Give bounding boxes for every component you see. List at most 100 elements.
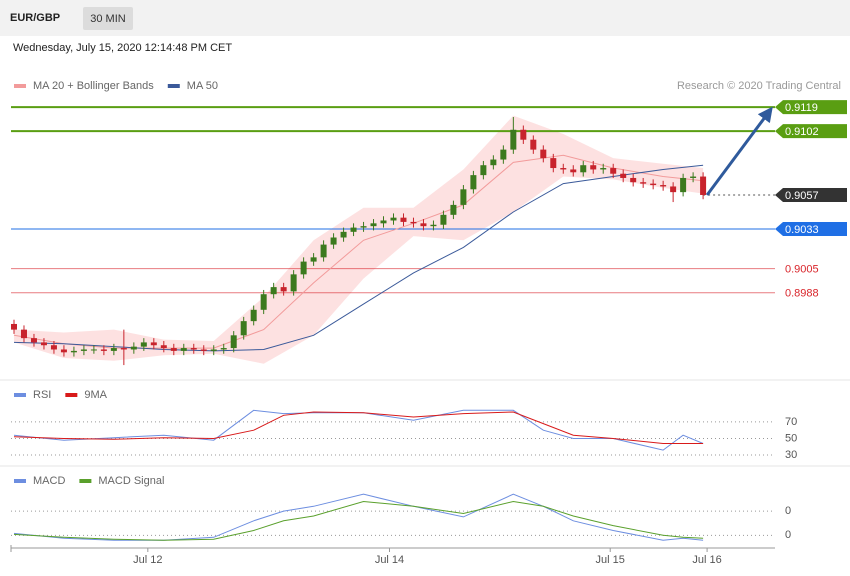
y-tick-label: 0 bbox=[785, 505, 791, 517]
candle-body bbox=[50, 345, 57, 350]
level-label: 0.8988 bbox=[785, 288, 819, 300]
forecast-arrow bbox=[705, 106, 773, 196]
candle-body bbox=[100, 349, 107, 351]
bollinger-band bbox=[14, 115, 704, 364]
candle-body bbox=[140, 342, 147, 347]
candle-body bbox=[540, 149, 547, 159]
legend-swatch bbox=[14, 84, 26, 88]
candle-body bbox=[230, 335, 237, 349]
candle-body bbox=[170, 348, 177, 351]
candle-body bbox=[150, 342, 157, 346]
candle-body bbox=[650, 183, 657, 186]
x-tick-label: Jul 14 bbox=[375, 554, 404, 566]
candle-body bbox=[380, 220, 387, 224]
legend-label: RSI bbox=[33, 389, 51, 401]
legend-label: MACD Signal bbox=[98, 475, 164, 487]
candle-body bbox=[520, 129, 527, 140]
level-label: 0.9119 bbox=[785, 102, 818, 114]
candle-body bbox=[560, 168, 567, 170]
candle-body bbox=[90, 349, 97, 351]
candle-body bbox=[360, 226, 367, 228]
candle-body bbox=[340, 231, 347, 238]
legend-swatch bbox=[14, 393, 26, 397]
candle-body bbox=[310, 257, 317, 262]
series-line bbox=[13, 411, 704, 444]
candle-body bbox=[420, 223, 427, 227]
candle-body bbox=[210, 349, 217, 351]
candle-body bbox=[390, 217, 397, 221]
candle-body bbox=[40, 342, 47, 346]
candle-body bbox=[300, 261, 307, 275]
candle-body bbox=[660, 185, 667, 187]
candle-body bbox=[120, 348, 127, 350]
candle-body bbox=[30, 338, 37, 343]
y-tick-label: 70 bbox=[785, 416, 797, 428]
candle-body bbox=[500, 149, 507, 160]
legend-swatch bbox=[167, 84, 180, 88]
series-line bbox=[13, 409, 704, 451]
candle-body bbox=[220, 348, 227, 350]
credit: Research © 2020 Trading Central bbox=[677, 80, 841, 92]
candle-body bbox=[280, 287, 287, 292]
candle-body bbox=[700, 176, 707, 195]
candle-body bbox=[450, 204, 457, 215]
legend-swatch bbox=[65, 393, 78, 397]
candle-body bbox=[10, 323, 17, 330]
legend-label: MA 20 + Bollinger Bands bbox=[33, 80, 154, 92]
candle-body bbox=[460, 189, 467, 205]
x-tick-label: Jul 15 bbox=[596, 554, 625, 566]
legend-swatch bbox=[14, 479, 26, 483]
candle-body bbox=[490, 159, 497, 166]
candle-body bbox=[440, 214, 447, 225]
candle-body bbox=[550, 158, 557, 169]
candle-body bbox=[620, 173, 627, 178]
candle-body bbox=[370, 223, 377, 227]
level-label-box bbox=[775, 187, 847, 202]
candle-body bbox=[590, 165, 597, 170]
series-line bbox=[13, 164, 704, 352]
candle-body bbox=[680, 177, 687, 193]
candle-body bbox=[320, 244, 327, 258]
y-tick-label: 50 bbox=[785, 432, 797, 444]
interval[interactable]: 30 MIN bbox=[90, 13, 126, 25]
candle-body bbox=[200, 349, 207, 351]
y-tick-label: 0 bbox=[785, 529, 791, 541]
level-label: 0.9102 bbox=[785, 126, 819, 138]
candle-body bbox=[690, 176, 697, 178]
legend-label: 9MA bbox=[84, 389, 107, 401]
candle-body bbox=[60, 349, 67, 353]
series-line bbox=[13, 500, 704, 541]
candle-body bbox=[630, 177, 637, 183]
candle-body bbox=[330, 237, 337, 245]
y-tick-label: 30 bbox=[785, 449, 797, 461]
legend-label: MA 50 bbox=[187, 80, 218, 92]
candle-body bbox=[190, 348, 197, 350]
candle-body bbox=[610, 168, 617, 174]
legend-swatch bbox=[79, 479, 92, 483]
candle-body bbox=[670, 186, 677, 193]
candle-body bbox=[430, 224, 437, 227]
candle-body bbox=[20, 329, 27, 339]
candle-body bbox=[260, 294, 267, 310]
candle-body bbox=[240, 321, 247, 336]
level-label: 0.9033 bbox=[785, 224, 819, 236]
interval-badge[interactable] bbox=[83, 7, 133, 30]
candle-body bbox=[600, 168, 607, 170]
candle-body bbox=[160, 345, 167, 349]
candle-body bbox=[70, 350, 77, 353]
header-bar bbox=[0, 0, 850, 36]
candle-body bbox=[580, 165, 587, 173]
candle-body bbox=[130, 346, 137, 350]
candle-body bbox=[80, 349, 87, 351]
candle-body bbox=[480, 165, 487, 176]
candle-body bbox=[110, 348, 117, 351]
x-tick-label: Jul 16 bbox=[692, 554, 721, 566]
candle-body bbox=[250, 309, 257, 322]
candle-body bbox=[530, 139, 537, 150]
candle-body bbox=[290, 274, 297, 292]
candle-body bbox=[510, 129, 517, 150]
candle-body bbox=[400, 217, 407, 222]
